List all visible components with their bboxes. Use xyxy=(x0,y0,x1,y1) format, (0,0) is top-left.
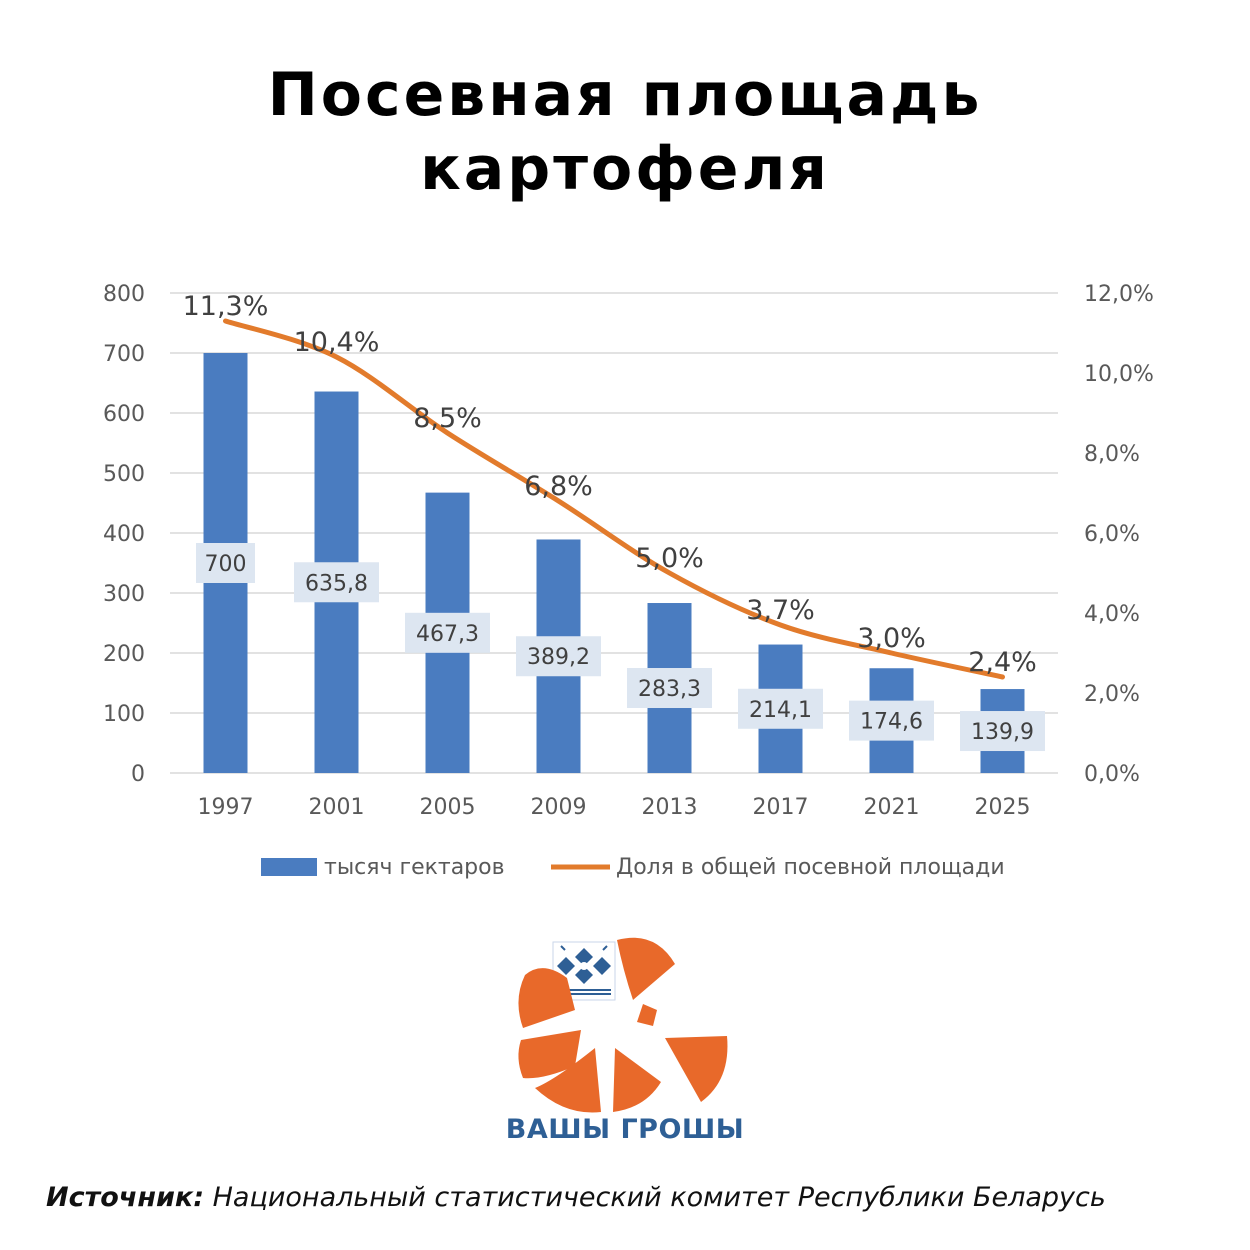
left-tick-label: 500 xyxy=(103,462,145,487)
right-tick-label: 8,0% xyxy=(1084,442,1140,467)
segment-left-middle xyxy=(518,1030,581,1079)
bar-label-box xyxy=(196,543,255,583)
left-tick-label: 400 xyxy=(103,522,145,547)
right-tick-label: 4,0% xyxy=(1084,602,1140,627)
right-tick-label: 2,0% xyxy=(1084,682,1140,707)
x-tick-label: 2021 xyxy=(864,795,920,820)
line-data-label: 5,0% xyxy=(635,543,704,574)
bar-label-box xyxy=(627,668,712,709)
bar-data-label: 214,1 xyxy=(749,698,812,723)
chart-title-line-1: Посевная площадь xyxy=(267,60,983,130)
legend-bar-swatch xyxy=(261,858,317,876)
left-tick-label: 300 xyxy=(103,582,145,607)
bar-data-label: 283,3 xyxy=(638,677,701,702)
source-note: Источник: Национальный статистический ко… xyxy=(46,1182,1106,1213)
bar-label-box xyxy=(294,562,379,603)
right-tick-label: 10,0% xyxy=(1084,362,1154,387)
bar-label-box xyxy=(738,688,823,729)
logo-segments xyxy=(518,937,728,1113)
line-data-label: 8,5% xyxy=(413,403,482,434)
left-tick-label: 0 xyxy=(131,762,145,787)
segment-left-upper xyxy=(518,968,575,1028)
segment-bottom-middle xyxy=(613,1048,661,1112)
segment-small-center xyxy=(637,1004,657,1026)
line-data-label: 3,0% xyxy=(857,623,926,654)
bar-label-box xyxy=(405,612,490,653)
bar-data-label: 700 xyxy=(205,552,247,577)
bar-label-box xyxy=(516,636,601,677)
x-tick-label: 2013 xyxy=(642,795,698,820)
bar-label-box xyxy=(960,711,1045,752)
x-tick-label: 2025 xyxy=(975,795,1031,820)
line-series xyxy=(223,318,1005,680)
bar-data-label: 389,2 xyxy=(527,645,590,670)
left-tick-label: 200 xyxy=(103,642,145,667)
logo-text: ВАШЫ ГРОШЫ xyxy=(505,1114,745,1145)
left-tick-label: 100 xyxy=(103,702,145,727)
x-tick-label: 2017 xyxy=(753,795,809,820)
line-data-label: 11,3% xyxy=(183,291,269,322)
x-tick-label: 2009 xyxy=(531,795,587,820)
x-tick-label: 2005 xyxy=(420,795,476,820)
source-text: Национальный статистический комитет Респ… xyxy=(204,1182,1106,1213)
legend-line-label: Доля в общей посевной площади xyxy=(616,855,1005,880)
line-data-label: 6,8% xyxy=(524,471,593,502)
right-tick-label: 12,0% xyxy=(1084,282,1154,307)
chart-title-line-2: картофеля xyxy=(420,134,830,204)
segment-right xyxy=(665,1036,728,1102)
legend-bar-label: тысяч гектаров xyxy=(324,855,505,880)
left-tick-label: 700 xyxy=(103,342,145,367)
x-tick-label: 2001 xyxy=(309,795,365,820)
chart-title: Посевная площадь картофеля xyxy=(0,58,1250,206)
right-tick-label: 6,0% xyxy=(1084,522,1140,547)
line-data-label: 10,4% xyxy=(294,327,380,358)
left-tick-label: 600 xyxy=(103,402,145,427)
bar-data-label: 139,9 xyxy=(971,720,1034,745)
right-tick-label: 0,0% xyxy=(1084,762,1140,787)
bar-data-label: 467,3 xyxy=(416,622,479,647)
line-data-label: 3,7% xyxy=(746,595,815,626)
segment-left-lower xyxy=(535,1048,601,1113)
left-tick-label: 800 xyxy=(103,282,145,307)
segment-top-right xyxy=(617,937,675,1000)
x-tick-label: 1997 xyxy=(198,795,254,820)
bar-label-box xyxy=(849,700,934,741)
bar-data-label: 635,8 xyxy=(305,571,368,596)
bar-data-label: 174,6 xyxy=(860,710,923,735)
line-data-label: 2,4% xyxy=(968,647,1037,678)
vashy-groshy-logo xyxy=(518,937,728,1113)
source-label: Источник: xyxy=(46,1182,205,1213)
